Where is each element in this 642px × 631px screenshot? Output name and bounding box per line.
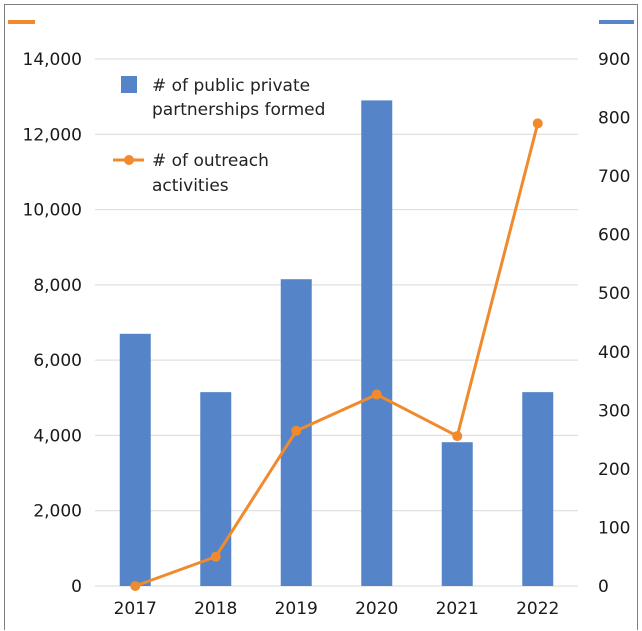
left-tick-label: 14,000 bbox=[23, 50, 82, 70]
bar bbox=[119, 333, 151, 586]
right-tick-label: 600 bbox=[598, 226, 630, 246]
legend-bar-label-line-1: # of public private bbox=[152, 76, 310, 96]
line-series-indicator bbox=[8, 20, 35, 24]
chart-frame bbox=[4, 4, 638, 630]
right-tick-label: 300 bbox=[598, 401, 630, 421]
line-series bbox=[130, 118, 543, 591]
left-tick-label: 10,000 bbox=[23, 201, 82, 221]
legend-line-label-line-1: # of outreach bbox=[152, 151, 269, 171]
legend-bar-swatch bbox=[121, 76, 137, 93]
left-axis-ticks: 0 2,000 4,000 6,000 8,000 10,000 12,000 14,000 bbox=[23, 50, 82, 597]
right-tick-label: 100 bbox=[598, 518, 630, 538]
left-tick-label: 2,000 bbox=[33, 502, 82, 522]
x-tick-label: 2021 bbox=[436, 599, 479, 619]
x-tick-label: 2020 bbox=[355, 599, 398, 619]
legend-line-marker bbox=[124, 155, 134, 165]
line-point bbox=[371, 389, 382, 400]
x-tick-label: 2018 bbox=[194, 599, 237, 619]
line-point bbox=[130, 581, 141, 591]
left-tick-label: 8,000 bbox=[33, 276, 82, 296]
bar bbox=[522, 392, 554, 586]
line-point bbox=[210, 551, 221, 562]
left-tick-label: 12,000 bbox=[23, 125, 82, 145]
line-point bbox=[532, 118, 543, 129]
x-tick-label: 2022 bbox=[516, 599, 559, 619]
gridlines bbox=[95, 58, 578, 587]
bar bbox=[361, 100, 393, 587]
legend-line-label-line-2: activities bbox=[152, 176, 229, 196]
left-tick-label: 6,000 bbox=[33, 351, 82, 371]
right-tick-label: 700 bbox=[598, 167, 630, 187]
series-line bbox=[134, 123, 540, 588]
right-tick-label: 400 bbox=[598, 343, 630, 363]
right-axis-ticks: 0 100 200 300 400 500 600 700 800 900 bbox=[598, 50, 630, 597]
bar-series-indicator bbox=[599, 20, 634, 24]
right-tick-label: 800 bbox=[598, 109, 630, 129]
left-tick-label: 4,000 bbox=[33, 426, 82, 446]
x-tick-label: 2019 bbox=[275, 599, 318, 619]
x-tick-label: 2017 bbox=[114, 599, 157, 619]
right-tick-label: 0 bbox=[598, 577, 609, 597]
left-tick-label: 0 bbox=[71, 577, 82, 597]
line-point bbox=[291, 425, 302, 436]
right-tick-label: 200 bbox=[598, 460, 630, 480]
right-tick-label: 900 bbox=[598, 50, 630, 70]
bar bbox=[441, 442, 473, 586]
line-point bbox=[452, 431, 463, 442]
bar-series bbox=[119, 100, 554, 587]
legend: # of public private partnerships formed … bbox=[113, 76, 325, 196]
right-tick-label: 500 bbox=[598, 284, 630, 304]
x-axis-ticks: 2017 2018 2019 2020 2021 2022 bbox=[114, 599, 560, 619]
legend-bar-label-line-2: partnerships formed bbox=[152, 100, 325, 120]
